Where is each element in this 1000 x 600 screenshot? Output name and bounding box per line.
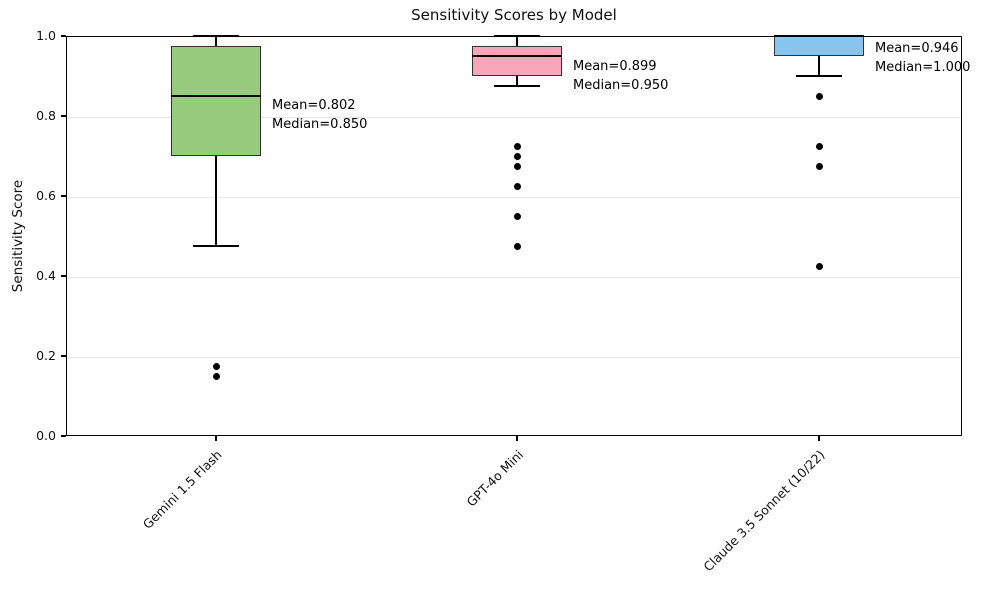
x-tick-mark (516, 436, 518, 441)
median-line (171, 95, 261, 97)
whisker-cap-bottom (796, 75, 842, 77)
outlier-dot (513, 162, 521, 170)
whisker-cap-bottom (193, 245, 239, 247)
box-whisker-top (215, 36, 217, 46)
x-tick-label-3: Claude 3.5 Sonnet (10/22) (700, 447, 828, 575)
gridline (67, 276, 961, 278)
median-line (774, 35, 864, 37)
outlier-dot (513, 242, 521, 250)
gridline (67, 356, 961, 358)
outlier-dot (513, 182, 521, 190)
box-whisker-bottom (818, 56, 820, 76)
annotation: Mean=0.899 Median=0.950 (573, 57, 668, 95)
chart-title: Sensitivity Scores by Model (411, 6, 617, 24)
box-whisker-bottom (516, 76, 518, 86)
outlier-dot (212, 372, 220, 380)
outlier-dot (513, 212, 521, 220)
y-tick-mark (61, 435, 66, 437)
gridline (67, 116, 961, 118)
box-rect (171, 46, 261, 156)
gridline (67, 196, 961, 198)
annotation: Mean=0.802 Median=0.850 (272, 96, 367, 134)
y-tick-mark (61, 275, 66, 277)
x-tick-mark (215, 436, 217, 441)
box-rect (774, 36, 864, 56)
box-whisker-bottom (215, 156, 217, 246)
y-tick-mark (61, 115, 66, 117)
outlier-dot (212, 362, 220, 370)
whisker-cap-top (193, 35, 239, 37)
whisker-cap-bottom (494, 85, 540, 87)
annotation-line-mean: Mean=0.899 (573, 59, 657, 75)
y-tick-label: 0.0 (36, 428, 56, 443)
x-tick-label-1: Gemini 1.5 Flash (139, 447, 225, 532)
annotation-line-mean: Mean=0.802 (272, 98, 356, 114)
box-whisker-top (516, 36, 518, 46)
outlier-dot (815, 92, 823, 100)
y-tick-label: 0.2 (36, 348, 56, 363)
median-line (472, 55, 562, 57)
y-tick-mark (61, 355, 66, 357)
y-tick-mark (61, 35, 66, 37)
y-tick-label: 1.0 (36, 28, 56, 43)
y-tick-label: 0.8 (36, 108, 56, 123)
outlier-dot (513, 152, 521, 160)
x-tick-label-2: GPT-4o Mini (463, 447, 526, 510)
annotation-line-mean: Mean=0.946 (875, 40, 959, 56)
y-tick-label: 0.4 (36, 268, 56, 283)
annotation-line-median: Median=0.950 (573, 78, 669, 94)
y-tick-label: 0.6 (36, 188, 56, 203)
outlier-dot (815, 142, 823, 150)
annotation: Mean=0.946 Median=1.000 (875, 39, 970, 77)
annotation-line-median: Median=1.000 (875, 59, 971, 75)
outlier-dot (815, 262, 823, 270)
outlier-dot (815, 162, 823, 170)
x-tick-mark (818, 436, 820, 441)
annotation-line-median: Median=0.850 (272, 117, 368, 133)
whisker-cap-top (494, 35, 540, 37)
box-rect (472, 46, 562, 76)
outlier-dot (513, 142, 521, 150)
y-tick-mark (61, 195, 66, 197)
